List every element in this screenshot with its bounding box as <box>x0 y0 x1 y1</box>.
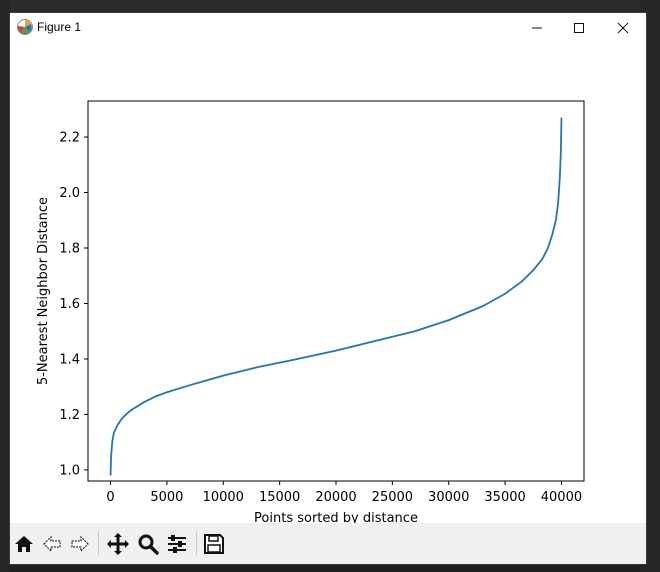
y-tick-label: 1.8 <box>59 242 80 257</box>
x-tick-label: 30000 <box>428 490 469 505</box>
y-tick-label: 2.0 <box>59 186 80 201</box>
back-button[interactable] <box>38 530 66 558</box>
x-tick-label: 35000 <box>484 490 525 505</box>
x-tick-label: 10000 <box>203 490 244 505</box>
close-button[interactable] <box>600 13 646 43</box>
save-icon <box>204 534 224 554</box>
y-tick-label: 1.2 <box>59 408 80 423</box>
y-axis-label: 5-Nearest Neighbor Distance <box>36 197 51 385</box>
x-tick-label: 20000 <box>315 490 356 505</box>
title-bar[interactable]: Figure 1 <box>10 13 646 43</box>
x-axis-label: Points sorted by distance <box>254 511 418 523</box>
background-top-bar <box>0 0 660 12</box>
y-tick-label: 1.6 <box>59 297 80 312</box>
series-line <box>109 117 563 476</box>
zoom-icon <box>138 534 159 555</box>
background-left-panel <box>0 0 10 572</box>
chart: 0 5000 10000 15000 20000 25000 30000 35000 40000… <box>36 100 585 523</box>
matplotlib-logo-icon <box>17 19 33 35</box>
x-tick-label: 15000 <box>259 490 300 505</box>
y-tick-label: 1.4 <box>59 352 80 367</box>
plot-frame <box>87 100 585 482</box>
forward-arrow-icon <box>71 535 89 553</box>
x-tick-label: 40000 <box>541 490 582 505</box>
zoom-button[interactable] <box>134 530 162 558</box>
home-button[interactable] <box>10 530 38 558</box>
pan-button[interactable] <box>104 530 132 558</box>
back-arrow-icon <box>43 535 61 553</box>
save-button[interactable] <box>200 530 228 558</box>
toolbar-separator <box>98 531 99 555</box>
minimize-icon <box>532 27 542 29</box>
configure-subplots-button[interactable] <box>163 530 191 558</box>
x-tick-label: 0 <box>106 490 114 505</box>
move-icon <box>107 533 129 555</box>
navigation-toolbar <box>10 523 646 564</box>
sliders-icon <box>168 535 186 553</box>
window-title: Figure 1 <box>37 20 82 34</box>
maximize-button[interactable] <box>556 13 602 43</box>
toolbar-separator <box>196 531 197 555</box>
y-tick-label: 1.0 <box>59 463 80 478</box>
plot-canvas[interactable]: 0 5000 10000 15000 20000 25000 30000 35000 40000… <box>10 43 646 523</box>
minimize-button[interactable] <box>514 13 560 43</box>
x-tick-label: 5000 <box>150 490 183 505</box>
maximize-icon <box>574 23 584 33</box>
figure-window: Figure 1 0 5000 10000 15000 20000 25000 30000 3… <box>10 13 646 564</box>
close-icon <box>617 22 629 34</box>
y-tick-label: 2.2 <box>59 131 80 146</box>
x-tick-label: 25000 <box>372 490 413 505</box>
home-icon <box>15 536 33 552</box>
forward-button[interactable] <box>66 530 94 558</box>
